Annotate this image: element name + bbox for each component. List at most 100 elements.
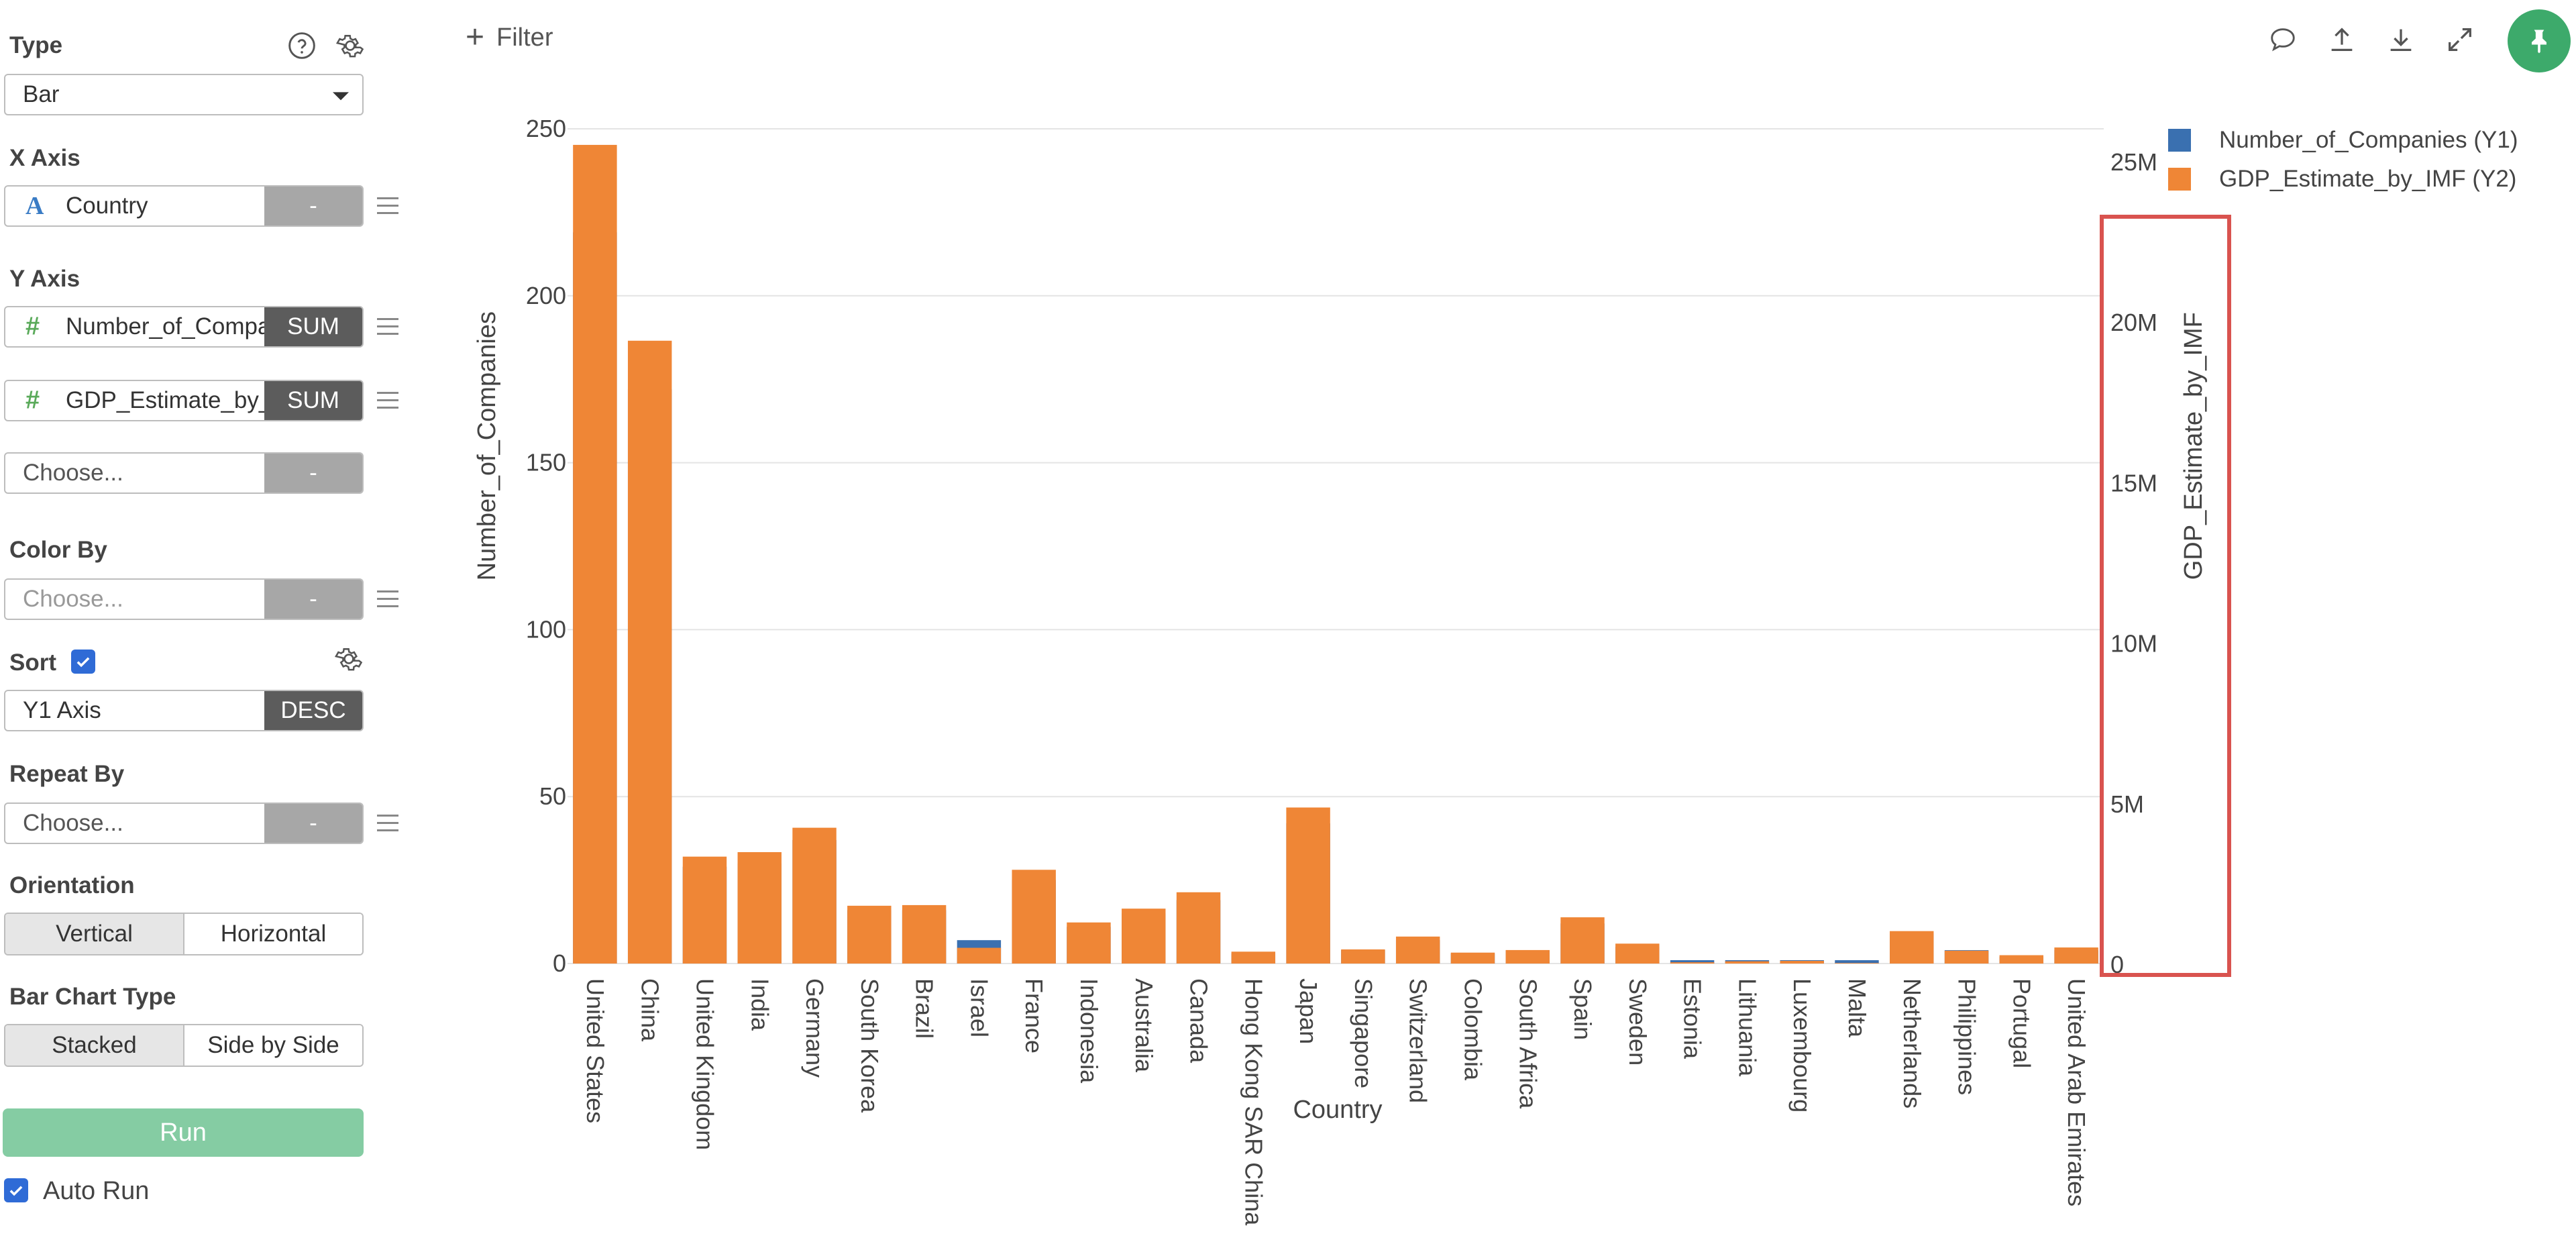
x-tick-label: Australia	[1130, 978, 1158, 1073]
bar-y2	[737, 851, 782, 964]
orientation-horizontal[interactable]: Horizontal	[184, 914, 362, 954]
pin-icon	[2532, 30, 2546, 54]
drag-handle-icon[interactable]	[377, 815, 398, 832]
y-axis-label: Y Axis	[9, 266, 80, 292]
orientation-vertical[interactable]: Vertical	[5, 914, 184, 954]
x-tick-label: China	[637, 978, 664, 1042]
y1-aggregation-button[interactable]: SUM	[264, 307, 362, 346]
bar-y2	[2054, 947, 2098, 964]
bar-y2	[1999, 955, 2044, 964]
sort-settings-gear-icon[interactable]	[334, 644, 364, 674]
number-type-icon: #	[25, 312, 40, 341]
bar-y2	[1286, 807, 1330, 964]
download-icon[interactable]	[2385, 24, 2416, 55]
y1-axis-title: Number_of_Companies	[473, 311, 501, 580]
auto-run-checkbox[interactable]	[4, 1178, 28, 1202]
x-tick-label: Netherlands	[1898, 978, 1926, 1108]
drag-handle-icon[interactable]	[377, 197, 398, 215]
bar-y2	[1176, 892, 1221, 964]
sort-field[interactable]: Y1 Axis DESC	[4, 690, 364, 731]
y3-option-button[interactable]: -	[264, 454, 362, 493]
sort-field-value: Y1 Axis	[23, 697, 101, 723]
y2-axis-field[interactable]: # GDP_Estimate_by_IMF SUM	[4, 380, 364, 421]
orientation-label: Orientation	[9, 872, 135, 898]
bar-y1	[1670, 960, 1715, 964]
chart-type-select[interactable]: Bar	[4, 74, 364, 115]
checkmark-icon	[76, 657, 90, 668]
type-label: Type	[9, 32, 63, 58]
bar-y1	[1835, 960, 1879, 964]
legend-swatch	[2168, 168, 2191, 191]
sort-label: Sort	[9, 650, 56, 676]
bar-y2	[1890, 931, 1934, 964]
bar-type-stacked[interactable]: Stacked	[5, 1025, 184, 1066]
chart-type-value: Bar	[23, 81, 60, 107]
pin-button[interactable]	[2508, 9, 2571, 72]
bar-y2	[1615, 943, 1660, 964]
bar-y2	[1395, 936, 1440, 964]
bar-y2	[902, 904, 947, 964]
color-by-label: Color By	[9, 537, 107, 563]
x-tick-label: Colombia	[1459, 978, 1487, 1081]
upload-icon[interactable]	[2326, 24, 2357, 55]
repeat-by-option-button[interactable]: -	[264, 804, 362, 843]
bar-y2	[1944, 950, 1989, 964]
y2-tick-label: 25M	[2110, 148, 2157, 176]
x-tick-label: Switzerland	[1405, 978, 1432, 1103]
x-tick-label: South Korea	[856, 978, 883, 1113]
drag-handle-icon[interactable]	[377, 392, 398, 409]
chart-legend: Number_of_Companies (Y1) GDP_Estimate_by…	[2168, 121, 2518, 199]
sort-checkbox[interactable]	[71, 650, 95, 674]
legend-item-series1[interactable]: Number_of_Companies (Y1)	[2168, 121, 2518, 160]
x-axis-field-name: Country	[66, 193, 148, 219]
sort-order-button[interactable]: DESC	[264, 691, 362, 730]
bar-y2	[1505, 949, 1550, 964]
x-tick-label: Indonesia	[1075, 978, 1103, 1084]
color-by-field[interactable]: Choose... -	[4, 578, 364, 620]
y2-tick-label: 0	[2110, 951, 2124, 978]
bar-y2	[957, 947, 1002, 964]
y3-axis-field[interactable]: Choose... -	[4, 452, 364, 494]
bar-y2	[1780, 961, 1824, 964]
x-axis-label: X Axis	[9, 145, 80, 171]
x-tick-label: Malta	[1843, 978, 1871, 1038]
bar-y2	[1231, 951, 1276, 964]
drag-handle-icon[interactable]	[377, 590, 398, 608]
x-axis-option-button[interactable]: -	[264, 187, 362, 225]
bar-y2	[682, 856, 727, 964]
expand-icon[interactable]	[2445, 24, 2475, 55]
comment-icon[interactable]	[2267, 24, 2298, 55]
chevron-down-icon	[333, 92, 349, 101]
bar-y2	[1341, 949, 1385, 964]
x-tick-label: Portugal	[2008, 978, 2035, 1068]
y1-tick-label: 100	[526, 615, 566, 643]
legend-item-series2[interactable]: GDP_Estimate_by_IMF (Y2)	[2168, 160, 2518, 199]
plus-icon: +	[466, 19, 485, 55]
y2-tick-label: 20M	[2110, 309, 2157, 336]
help-icon[interactable]	[287, 31, 317, 60]
x-tick-label: Philippines	[1953, 978, 1981, 1095]
drag-handle-icon[interactable]	[377, 318, 398, 335]
bar-type-side-by-side[interactable]: Side by Side	[184, 1025, 362, 1066]
bar-chart-type-toggle: Stacked Side by Side	[4, 1024, 364, 1067]
chart-settings-panel: Type Bar X Axis A Country - Y Axis # Num…	[0, 0, 416, 1244]
x-tick-label: Brazil	[911, 978, 938, 1039]
repeat-by-label: Repeat By	[9, 761, 125, 787]
repeat-by-placeholder: Choose...	[23, 810, 123, 836]
filter-button[interactable]: + Filter	[466, 21, 553, 54]
x-axis-field[interactable]: A Country -	[4, 185, 364, 227]
repeat-by-field[interactable]: Choose... -	[4, 802, 364, 844]
x-tick-label: Japan	[1295, 978, 1322, 1044]
bar-y2	[1835, 963, 1879, 964]
y1-axis-field[interactable]: # Number_of_Companies SUM	[4, 306, 364, 348]
orientation-toggle: Vertical Horizontal	[4, 913, 364, 955]
color-by-placeholder: Choose...	[23, 586, 123, 612]
y1-tick-label: 250	[526, 115, 566, 142]
y2-aggregation-button[interactable]: SUM	[264, 381, 362, 420]
y1-tick-label: 50	[539, 782, 566, 810]
type-settings-gear-icon[interactable]	[335, 31, 365, 60]
color-by-option-button[interactable]: -	[264, 580, 362, 619]
run-button[interactable]: Run	[3, 1108, 364, 1157]
y1-tick-label: 150	[526, 449, 566, 476]
